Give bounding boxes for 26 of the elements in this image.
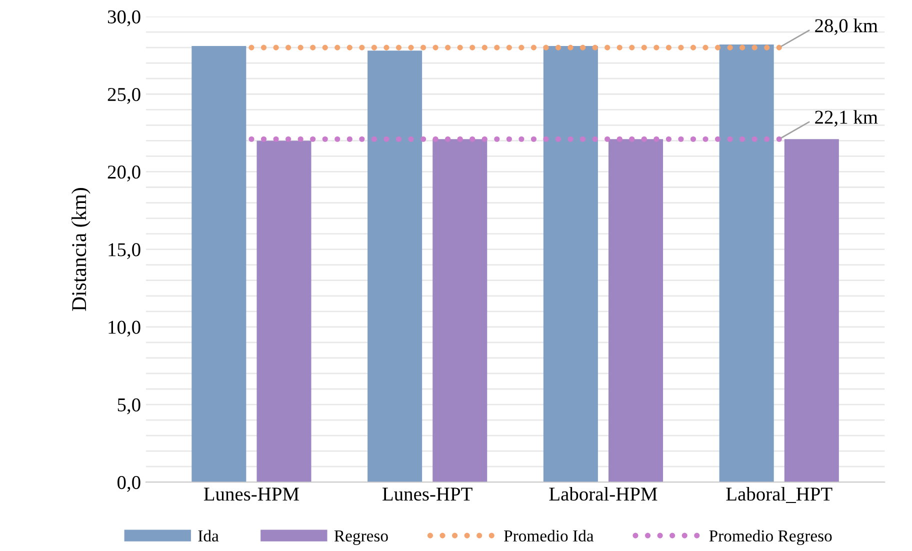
y-tick-label: 10,0 (108, 320, 140, 337)
y-tick-label: 0,0 (117, 476, 140, 492)
bar (543, 46, 598, 482)
bar (256, 140, 312, 482)
y-axis-title: Distancia (km) (71, 188, 90, 311)
y-tick-label: 25,0 (108, 88, 140, 104)
bar (192, 46, 246, 482)
y-tick-label: 30,0 (108, 10, 140, 26)
annotation: 28,0 km (815, 18, 878, 36)
legend-label: Promedio Regreso (709, 530, 832, 545)
x-tick-label: Laboral-HPM (549, 486, 658, 501)
x-tick-label: Lunes-HPM (204, 488, 299, 501)
annotation: 22,1 km (815, 110, 878, 127)
legend-label: Regreso (334, 530, 388, 545)
legend-label: Ida (198, 530, 219, 542)
y-tick-label: 15,0 (108, 243, 140, 260)
bar (368, 50, 422, 482)
y-tick-label: 20,0 (108, 166, 140, 182)
bar (608, 139, 664, 482)
bar (719, 44, 774, 482)
x-tick-label: Laboral_HPT (726, 486, 832, 503)
x-tick-label: Lunes-HPT (382, 488, 472, 501)
legend-label: Promedio Ida (504, 530, 594, 542)
bar (784, 139, 839, 482)
bar (432, 139, 488, 482)
y-tick-label: 5,0 (118, 398, 140, 414)
